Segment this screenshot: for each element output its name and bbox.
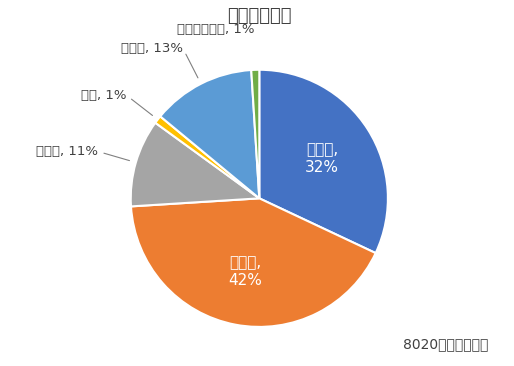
Wedge shape (251, 70, 260, 198)
Wedge shape (131, 198, 376, 327)
Text: 破せつ, 11%: 破せつ, 11% (35, 145, 98, 158)
Text: その他, 13%: その他, 13% (121, 42, 183, 55)
Wedge shape (160, 70, 260, 198)
Text: むし歯,
32%: むし歯, 32% (305, 142, 339, 175)
Text: 矯正, 1%: 矯正, 1% (81, 89, 126, 102)
Text: 歯周病,
42%: 歯周病, 42% (228, 255, 262, 288)
Wedge shape (131, 123, 260, 206)
Wedge shape (155, 116, 260, 198)
Text: 8020推進財団調査: 8020推進財団調査 (403, 337, 488, 351)
Text: 無回答・無効, 1%: 無回答・無効, 1% (176, 23, 254, 37)
Title: 歯を失う理由: 歯を失う理由 (227, 7, 291, 25)
Wedge shape (260, 70, 388, 253)
